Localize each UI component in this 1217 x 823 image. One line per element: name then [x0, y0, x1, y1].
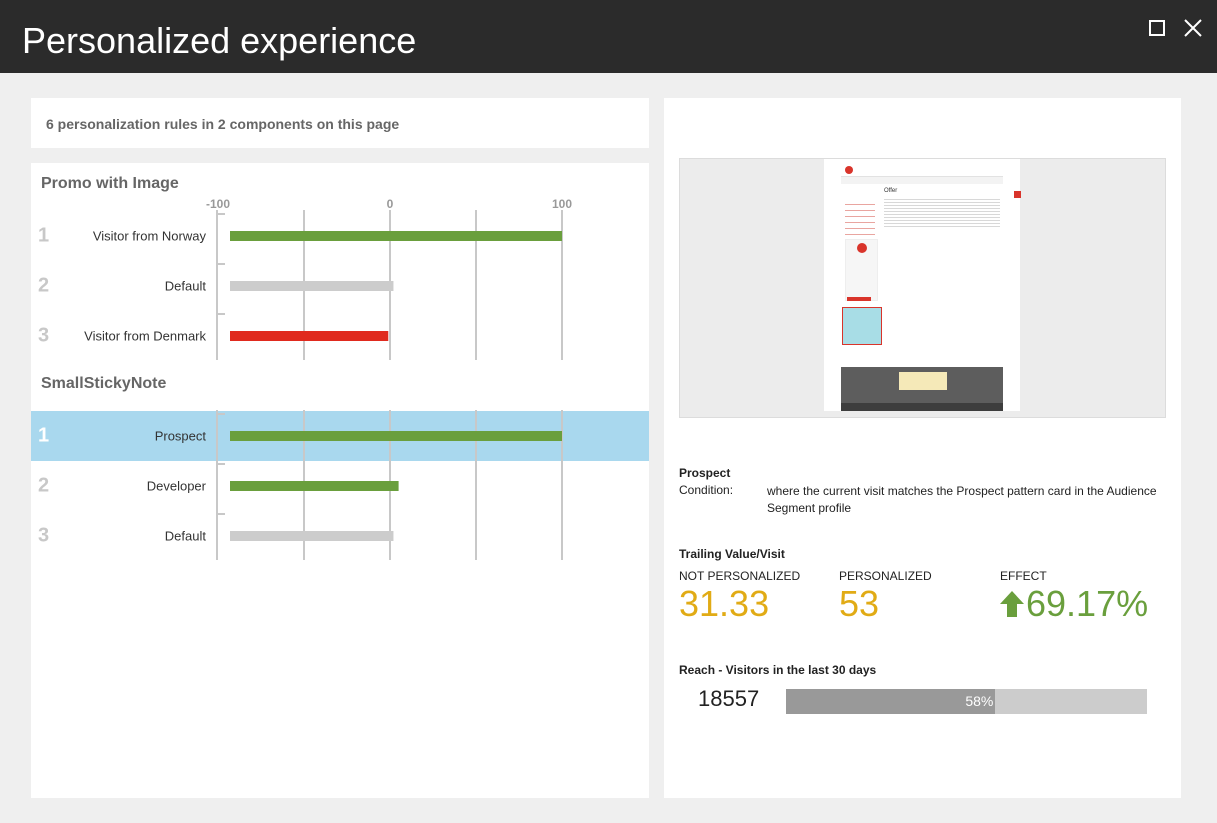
- reach-count: 18557: [698, 686, 760, 711]
- title-bar: Personalized experience: [0, 0, 1217, 73]
- close-icon: [1184, 19, 1202, 37]
- component-title: Promo with Image: [41, 175, 179, 192]
- component-title: SmallStickyNote: [41, 375, 167, 392]
- preview-logo: [845, 166, 853, 174]
- axis-tick-label: -100: [205, 197, 231, 211]
- rule-label[interactable]: Default: [164, 278, 206, 294]
- rule-name: Prospect: [679, 466, 731, 480]
- rule-bar[interactable]: [230, 531, 394, 541]
- effect-value-group: 69.17%: [1000, 584, 1148, 624]
- summary-panel: 6 personalization rules in 2 components …: [31, 98, 649, 148]
- maximize-icon: [1149, 20, 1165, 36]
- preview-sticky-note: [842, 307, 882, 345]
- summary-text: 6 personalization rules in 2 components …: [46, 116, 400, 132]
- preview-sidebar-links: [845, 199, 875, 235]
- preview-body-text: [884, 197, 1000, 227]
- rule-rank: 3: [38, 524, 50, 547]
- rule-rank: 2: [38, 474, 50, 497]
- rule-label[interactable]: Prospect: [154, 428, 206, 444]
- rule-rank: 1: [38, 424, 50, 447]
- page-preview[interactable]: Offer: [679, 158, 1166, 418]
- maximize-button[interactable]: [1145, 16, 1169, 40]
- window-title: Personalized experience: [22, 20, 417, 61]
- preview-promo-button: [847, 297, 871, 301]
- rules-bar-chart: [216, 210, 563, 560]
- rule-bar[interactable]: [230, 281, 394, 291]
- rule-rank: 3: [38, 324, 50, 347]
- reach-percent: 58%: [965, 693, 994, 709]
- preview-promo-logo: [857, 243, 867, 253]
- preview-heading: Offer: [884, 188, 898, 194]
- rule-rank: 1: [38, 224, 50, 247]
- axis-tick-label: 100: [551, 197, 573, 211]
- personalized-label: PERSONALIZED: [839, 569, 932, 583]
- rule-label[interactable]: Default: [164, 528, 206, 544]
- axis-tick-label: 0: [386, 197, 394, 211]
- rule-label[interactable]: Visitor from Norway: [92, 228, 206, 244]
- rule-bar[interactable]: [230, 431, 562, 441]
- not-personalized-label: NOT PERSONALIZED: [679, 569, 801, 583]
- condition-label: Condition:: [679, 483, 734, 497]
- rule-label[interactable]: Visitor from Denmark: [84, 328, 206, 344]
- preview-footer-note: [899, 372, 947, 390]
- rules-chart-panel: -100 0 100 Promo with Image 1 Visitor from No…: [31, 163, 649, 798]
- rule-bar[interactable]: [230, 331, 389, 341]
- reach-bar-fill: [786, 689, 996, 714]
- preview-marker-icon: [1014, 191, 1021, 198]
- arrow-up-icon: [1000, 591, 1024, 617]
- rule-rank: 2: [38, 274, 50, 297]
- personalized-value: 53: [839, 583, 880, 624]
- close-button[interactable]: [1181, 16, 1205, 40]
- rule-label[interactable]: Developer: [146, 478, 206, 494]
- rule-bar[interactable]: [230, 481, 399, 491]
- reach-title: Reach - Visitors in the last 30 days: [679, 663, 877, 677]
- preview-nav: [841, 177, 1003, 184]
- condition-text: where the current visit matches the Pros…: [767, 484, 1157, 515]
- preview-header: [841, 163, 1003, 177]
- not-personalized-value: 31.33: [679, 583, 770, 624]
- detail-panel: Offer Prospect Condition: where the curr…: [664, 98, 1181, 798]
- effect-value: 69.17%: [1026, 583, 1149, 624]
- preview-footer-bar: [841, 403, 1003, 411]
- reach-bar: 58%: [786, 689, 1147, 714]
- rule-bar[interactable]: [230, 231, 562, 241]
- effect-label: EFFECT: [1000, 569, 1047, 583]
- trailing-value-title: Trailing Value/Visit: [679, 547, 785, 561]
